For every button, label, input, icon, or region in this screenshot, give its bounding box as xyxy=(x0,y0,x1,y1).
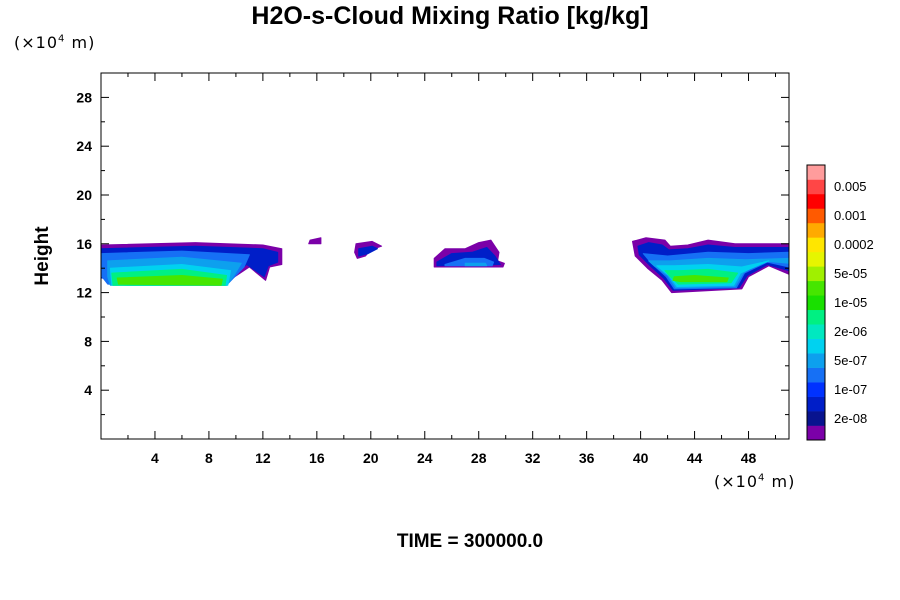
cloud-left xyxy=(100,242,283,286)
colorbar-swatch xyxy=(807,179,825,195)
colorbar-label: 2e-08 xyxy=(834,411,867,426)
x-tick-label: 32 xyxy=(525,450,541,466)
chart-title: H2O-s-Cloud Mixing Ratio [kg/kg] xyxy=(251,2,649,30)
y-tick-label: 16 xyxy=(76,236,92,252)
cloud-left-band-6 xyxy=(116,275,223,286)
colorbar-border xyxy=(806,164,826,441)
colorbar-swatch xyxy=(807,280,825,296)
colorbar-label: 0.005 xyxy=(834,179,867,194)
colorbar-swatch xyxy=(807,251,825,267)
cloud-small xyxy=(354,240,383,259)
colorbar-swatch xyxy=(807,353,825,368)
colorbar-swatch xyxy=(807,165,825,180)
plot-frame xyxy=(100,72,790,440)
colorbar-swatch xyxy=(807,367,825,383)
cloud-right-band-6 xyxy=(672,275,729,283)
x-tick-label: 40 xyxy=(633,450,649,466)
colorbar-swatch xyxy=(807,309,825,325)
colorbar-swatch xyxy=(807,222,825,238)
colorbar: 2e-08 1e-07 5e-07 2e-06 1e-05 5e-05 0.0002 0.00… xyxy=(806,164,874,441)
colorbar-swatch xyxy=(807,382,825,397)
x-tick-label: 12 xyxy=(255,450,271,466)
x-tick-label: 28 xyxy=(471,450,487,466)
x-tick-label: 24 xyxy=(417,450,433,466)
colorbar-label: 5e-07 xyxy=(834,353,867,368)
cloud-center-band-3 xyxy=(464,262,488,267)
y-axis: 4 8 12 16 20 24 28 xyxy=(76,89,789,416)
y-tick-label: 24 xyxy=(76,138,92,154)
colorbar-label: 1e-05 xyxy=(834,295,867,310)
cloud-speck-band-0 xyxy=(308,237,322,245)
x-tick-label: 16 xyxy=(309,450,325,466)
colorbar-label: 1e-07 xyxy=(834,382,867,397)
x-tick-label: 44 xyxy=(687,450,703,466)
colorbar-swatch xyxy=(807,324,825,339)
colorbar-swatch xyxy=(807,208,825,224)
y-axis-unit: (×104 m) xyxy=(14,33,96,52)
colorbar-swatch xyxy=(807,425,825,441)
y-tick-label: 8 xyxy=(84,333,92,349)
x-tick-label: 48 xyxy=(741,450,757,466)
y-tick-label: 28 xyxy=(76,89,92,105)
colorbar-label: 2e-06 xyxy=(834,324,867,339)
colorbar-swatch xyxy=(807,266,825,282)
colorbar-swatch xyxy=(807,338,825,354)
contour-fill-layer xyxy=(100,237,790,294)
time-footer: TIME = 300000.0 xyxy=(396,531,544,552)
y-tick-label: 4 xyxy=(84,382,92,398)
colorbar-swatch xyxy=(807,411,825,426)
x-tick-label: 20 xyxy=(363,450,379,466)
colorbar-swatch xyxy=(807,295,825,311)
x-axis: 4 8 12 16 20 24 28 32 36 40 44 48 xyxy=(127,73,777,466)
y-tick-label: 20 xyxy=(76,187,92,203)
cloud-small-band-1 xyxy=(358,245,378,257)
y-tick-label: 12 xyxy=(76,285,92,301)
x-tick-label: 36 xyxy=(579,450,595,466)
cloud-right xyxy=(632,237,790,294)
colorbar-swatch xyxy=(807,396,825,412)
colorbar-swatch xyxy=(807,193,825,209)
colorbar-swatch xyxy=(807,237,825,253)
x-axis-unit: (×104 m) xyxy=(714,472,796,491)
cloud-center xyxy=(433,239,505,268)
colorbar-label: 0.001 xyxy=(834,208,867,223)
cloud-speck xyxy=(308,237,322,245)
x-tick-label: 8 xyxy=(205,450,213,466)
x-tick-label: 4 xyxy=(151,450,159,466)
plot-border xyxy=(100,72,790,440)
colorbar-label: 0.0002 xyxy=(834,237,874,252)
colorbar-label: 5e-05 xyxy=(834,266,867,281)
